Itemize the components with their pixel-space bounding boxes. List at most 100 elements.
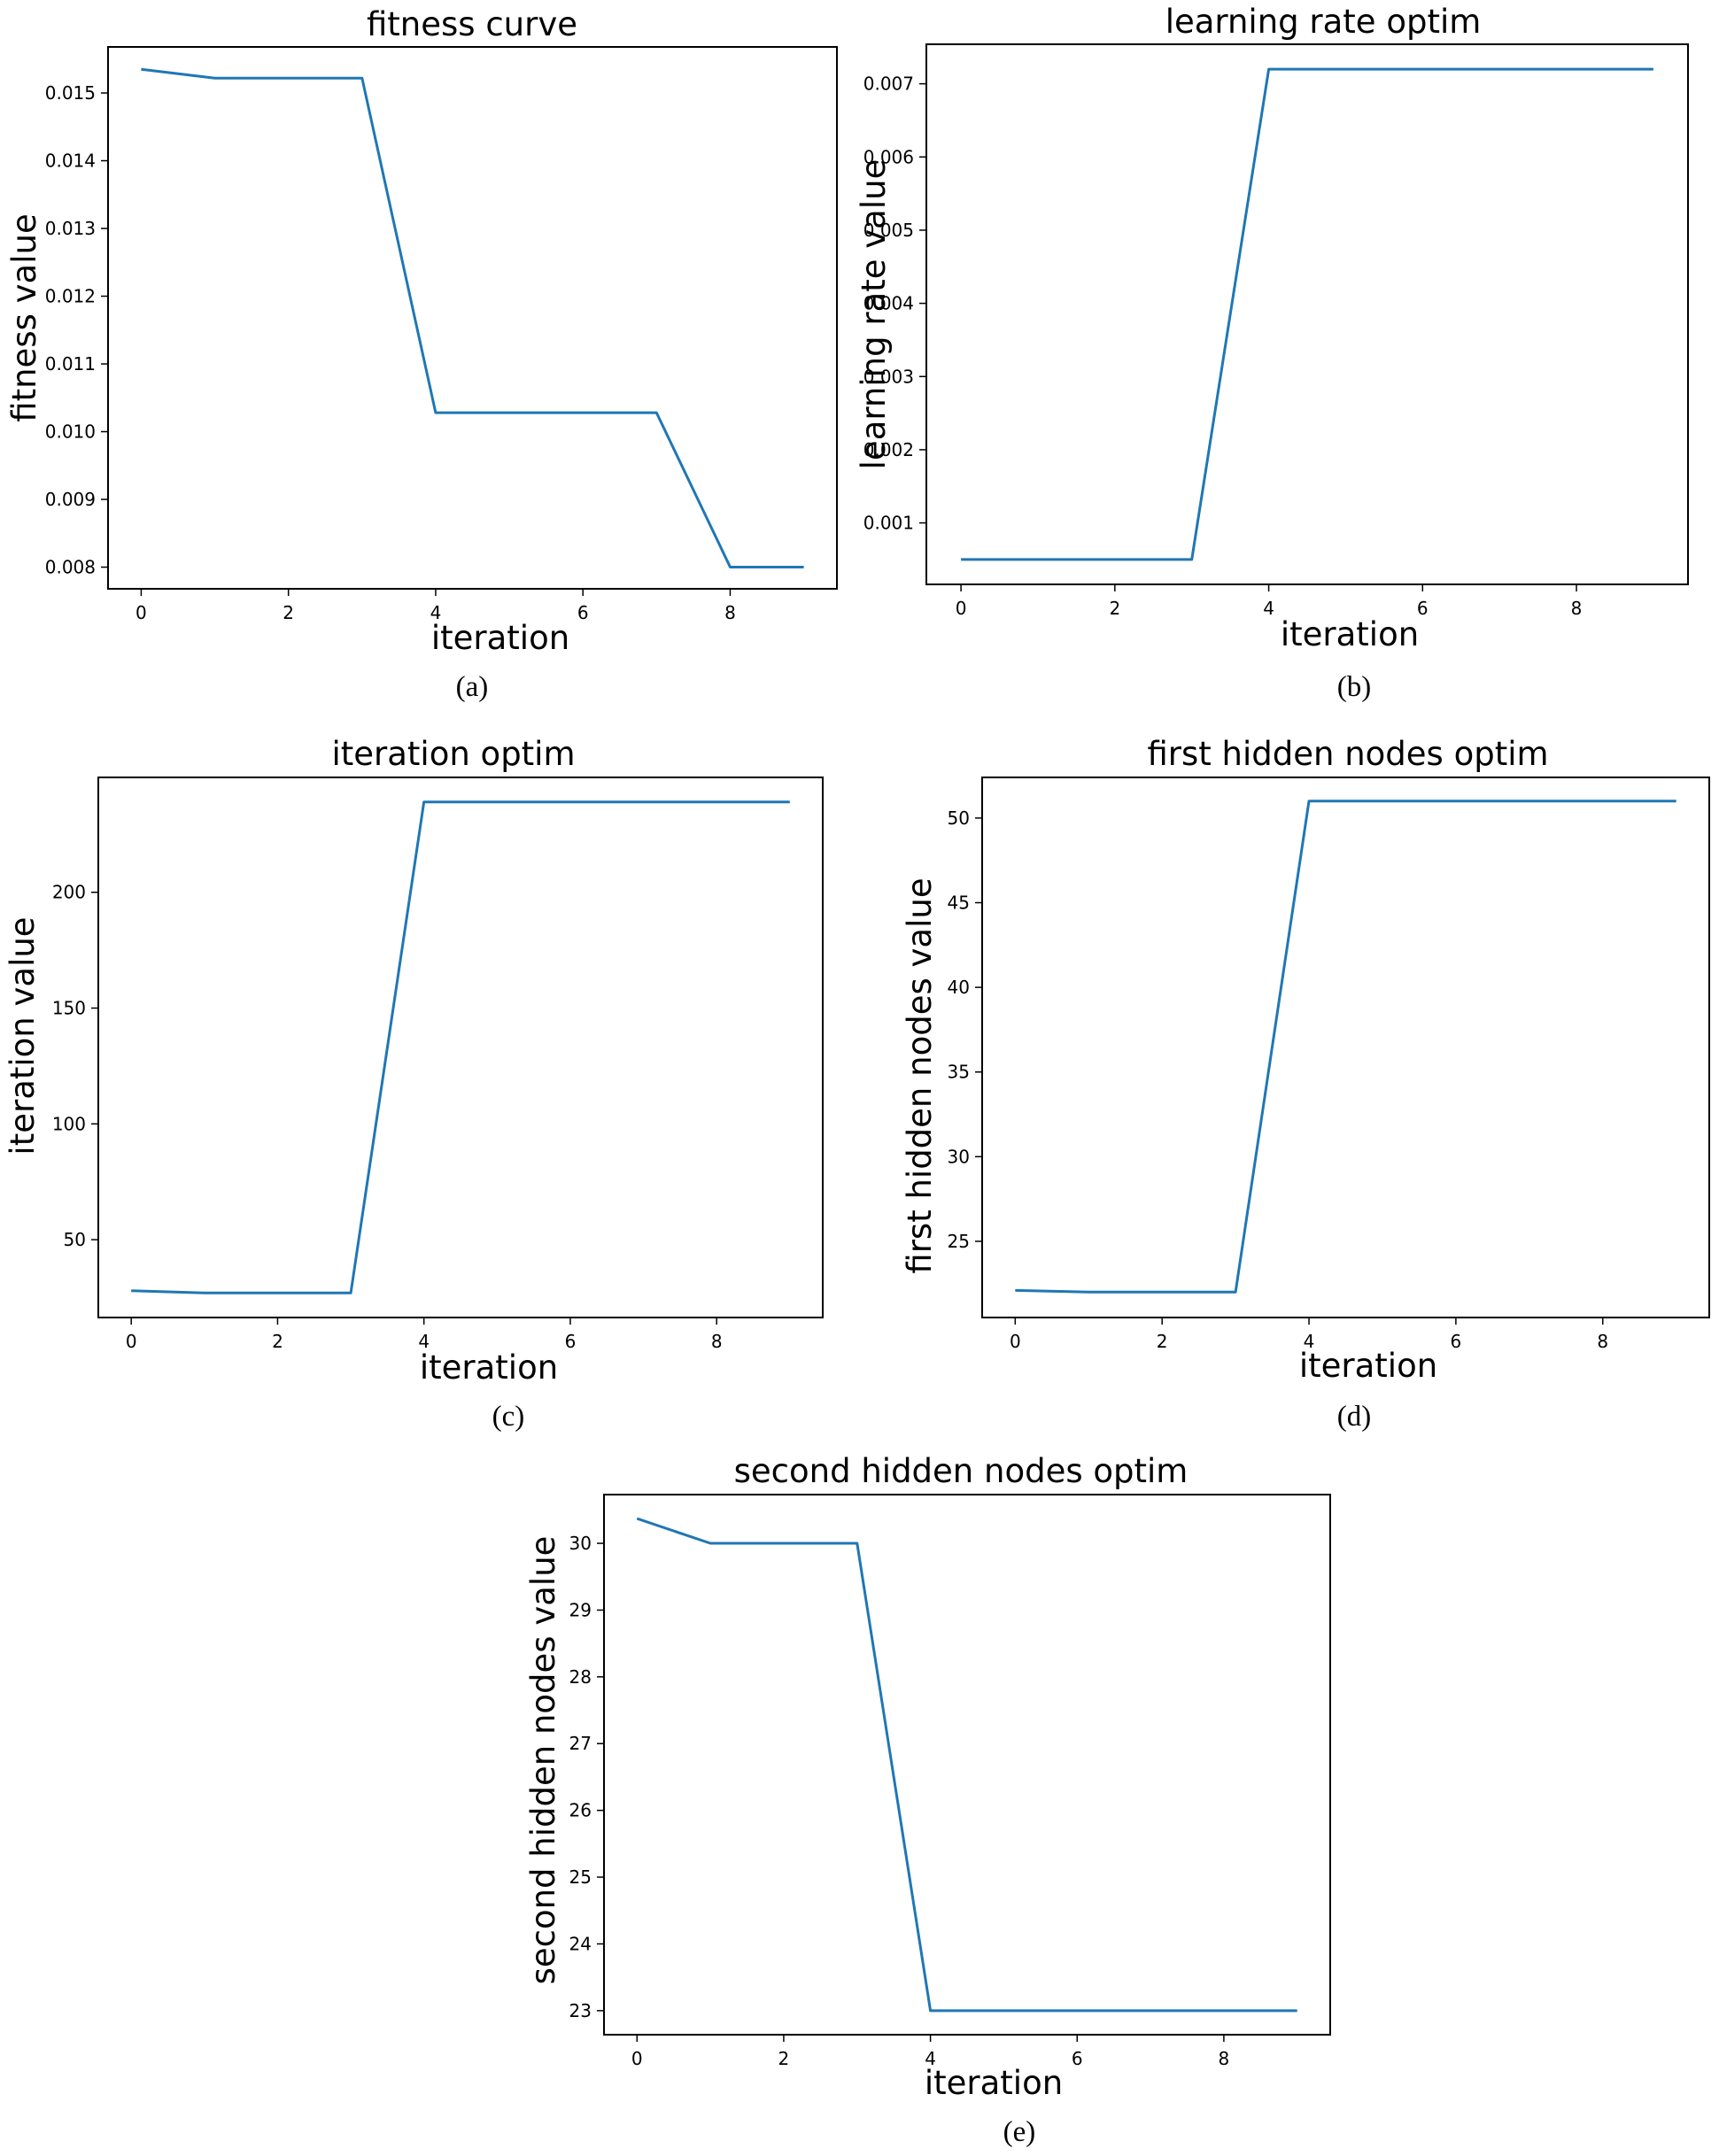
y-tick-label: 30	[948, 1146, 970, 1167]
y-tick-label: 0.002	[863, 439, 914, 460]
x-tick-label: 8	[1571, 598, 1583, 619]
x-tick-label: 8	[711, 1331, 723, 1352]
x-axis-label-a: iteration	[431, 619, 569, 657]
x-tick-label: 4	[1263, 598, 1274, 619]
y-tick-label: 50	[64, 1229, 86, 1250]
x-tick-label: 2	[778, 2048, 790, 2069]
y-tick-label: 200	[52, 882, 86, 903]
x-tick-label: 4	[418, 1331, 430, 1352]
y-tick-label: 27	[569, 1733, 592, 1754]
y-tick-label: 25	[569, 1866, 592, 1888]
x-tick-label: 0	[1010, 1331, 1021, 1352]
panel-caption-d: (d)	[1337, 1401, 1371, 1433]
y-tick-label: 0.010	[45, 421, 96, 443]
chart-title-b: learning rate optim	[1165, 3, 1482, 41]
x-tick-label: 0	[136, 602, 147, 623]
x-tick-label: 4	[925, 2048, 936, 2069]
chart-panel-b: learning rate optim iteration learning r…	[855, 3, 1689, 703]
y-tick-label: 150	[52, 998, 86, 1019]
x-tick-label: 8	[1597, 1331, 1608, 1352]
panel-caption-b: (b)	[1337, 671, 1371, 703]
y-tick-label: 0.003	[863, 366, 914, 387]
ticks-a: 0 2 4 6 8 0.008 0.009 0.010 0.011 0.012 0.013 0.014…	[45, 82, 736, 623]
x-tick-label: 6	[1417, 598, 1429, 619]
y-tick-label: 0.004	[863, 293, 914, 314]
x-tick-label: 2	[1157, 1331, 1168, 1352]
x-tick-label: 6	[577, 602, 589, 623]
x-tick-label: 6	[1072, 2048, 1083, 2069]
y-axis-label-c: iteration value	[4, 916, 42, 1155]
x-tick-label: 2	[283, 602, 294, 623]
y-tick-label: 26	[569, 1800, 592, 1821]
panel-caption-c: (c)	[492, 1401, 525, 1433]
y-tick-label: 0.005	[863, 220, 914, 241]
panel-caption-a: (a)	[456, 671, 489, 703]
y-tick-label: 35	[948, 1062, 970, 1083]
ticks-d: 0 2 4 6 8 25 30 35 40 45 50	[948, 808, 1609, 1352]
y-tick-label: 0.015	[45, 82, 96, 104]
x-axis-label-e: iteration	[925, 2064, 1063, 2102]
y-tick-label: 0.013	[45, 218, 96, 239]
x-tick-label: 4	[430, 602, 442, 623]
y-tick-label: 0.006	[863, 146, 914, 167]
axes-frame-e	[603, 1494, 1331, 2036]
chart-panel-d: first hidden nodes optim iteration first…	[901, 735, 1710, 1433]
x-axis-label-d: iteration	[1299, 1347, 1437, 1385]
chart-title-a: fitness curve	[367, 5, 577, 43]
x-axis-label-b: iteration	[1281, 615, 1419, 653]
y-tick-label: 29	[569, 1599, 592, 1620]
axes-frame-b	[925, 43, 1689, 585]
y-tick-label: 0.007	[863, 73, 914, 95]
y-tick-label: 0.008	[45, 557, 96, 578]
axes-frame-d	[981, 777, 1710, 1318]
x-tick-label: 8	[1219, 2048, 1230, 2069]
chart-panel-e: second hidden nodes optim iteration seco…	[524, 1452, 1331, 2148]
ticks-c: 0 2 4 6 8 50 100 150 200	[52, 882, 723, 1352]
y-tick-label: 24	[569, 1933, 592, 1954]
series-line-d	[1015, 800, 1676, 1294]
x-tick-label: 2	[1109, 598, 1120, 619]
y-axis-label-a: fitness value	[5, 213, 43, 421]
y-tick-label: 0.011	[45, 353, 96, 375]
y-tick-label: 28	[569, 1666, 592, 1688]
y-tick-label: 45	[948, 893, 970, 914]
x-tick-label: 6	[565, 1331, 577, 1352]
chart-title-e: second hidden nodes optim	[734, 1452, 1189, 1490]
axes-frame-c	[97, 777, 824, 1318]
y-tick-label: 50	[948, 808, 970, 829]
ticks-b: 0 2 4 6 8 0.001 0.002 0.003 0.004 0.005 0.006 0.007	[863, 73, 1583, 619]
y-axis-label-d: first hidden nodes value	[901, 877, 939, 1273]
chart-panel-a: fitness curve iteration fitness value (a…	[5, 5, 838, 703]
y-tick-label: 25	[948, 1231, 970, 1252]
x-tick-label: 8	[724, 602, 736, 623]
series-line-a	[141, 67, 804, 568]
y-tick-label: 0.001	[863, 513, 914, 534]
y-tick-label: 0.014	[45, 151, 96, 172]
series-line-b	[961, 67, 1653, 561]
x-tick-label: 2	[272, 1331, 283, 1352]
x-tick-label: 0	[126, 1331, 137, 1352]
chart-title-c: iteration optim	[331, 735, 575, 773]
y-tick-label: 0.012	[45, 286, 96, 307]
y-axis-label-b: learning rate value	[855, 159, 893, 470]
y-tick-label: 100	[52, 1113, 86, 1134]
chart-title-d: first hidden nodes optim	[1147, 735, 1548, 773]
y-tick-label: 23	[569, 2000, 592, 2021]
series-line-e	[636, 1517, 1297, 2013]
x-tick-label: 0	[631, 2048, 643, 2069]
y-tick-label: 40	[948, 977, 970, 998]
y-axis-label-e: second hidden nodes value	[524, 1536, 562, 1985]
x-tick-label: 6	[1451, 1331, 1462, 1352]
chart-panel-c: iteration optim iteration iteration valu…	[4, 735, 824, 1433]
x-tick-label: 0	[956, 598, 967, 619]
series-line-c	[131, 800, 790, 1294]
y-tick-label: 0.009	[45, 489, 96, 510]
axes-frame-a	[107, 46, 838, 590]
x-axis-label-c: iteration	[420, 1348, 558, 1387]
panel-caption-e: (e)	[1003, 2116, 1036, 2148]
y-tick-label: 30	[569, 1533, 592, 1554]
x-tick-label: 4	[1304, 1331, 1315, 1352]
